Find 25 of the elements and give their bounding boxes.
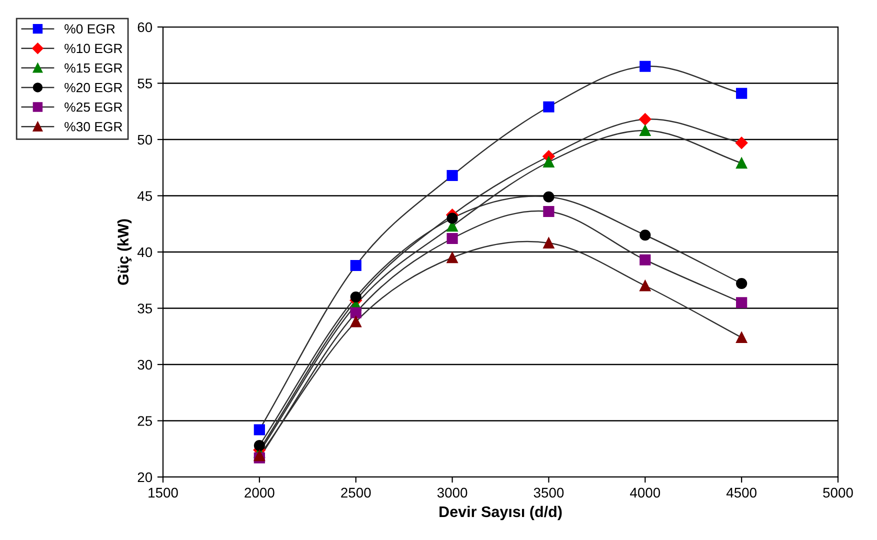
y-tick-label: 50	[138, 134, 152, 145]
y-tick-label: 35	[138, 304, 152, 314]
x-tick-label: 1500	[148, 488, 178, 498]
y-axis-title: Güç (kW)	[117, 219, 132, 285]
legend-label: %25 EGR	[64, 102, 122, 112]
y-tick-label: 60	[138, 22, 152, 32]
y-tick-label: 45	[137, 191, 152, 201]
y-tick-label: 30	[138, 360, 152, 370]
y-tick-label: 20	[138, 472, 152, 482]
legend-label: %0 EGR	[64, 24, 115, 34]
legend-label: %30 EGR	[64, 122, 122, 132]
x-tick-label: 5000	[823, 488, 853, 498]
x-tick-label: 4500	[726, 488, 756, 498]
x-tick-label: 2500	[341, 488, 371, 498]
x-tick-label: 3500	[534, 488, 564, 498]
y-tick-label: 25	[138, 416, 152, 426]
x-tick-label: 4000	[630, 488, 660, 498]
legend-label: %20 EGR	[64, 82, 122, 92]
legend-label: %10 EGR	[64, 44, 122, 54]
y-tick-label: 40	[137, 247, 152, 258]
legend-label: %15 EGR	[64, 63, 122, 73]
x-axis-title: Devir Sayısı (d/d)	[440, 506, 562, 520]
y-tick-label: 55	[138, 78, 152, 88]
x-tick-label: 2000	[244, 488, 274, 498]
x-tick-label: 3000	[437, 488, 468, 498]
